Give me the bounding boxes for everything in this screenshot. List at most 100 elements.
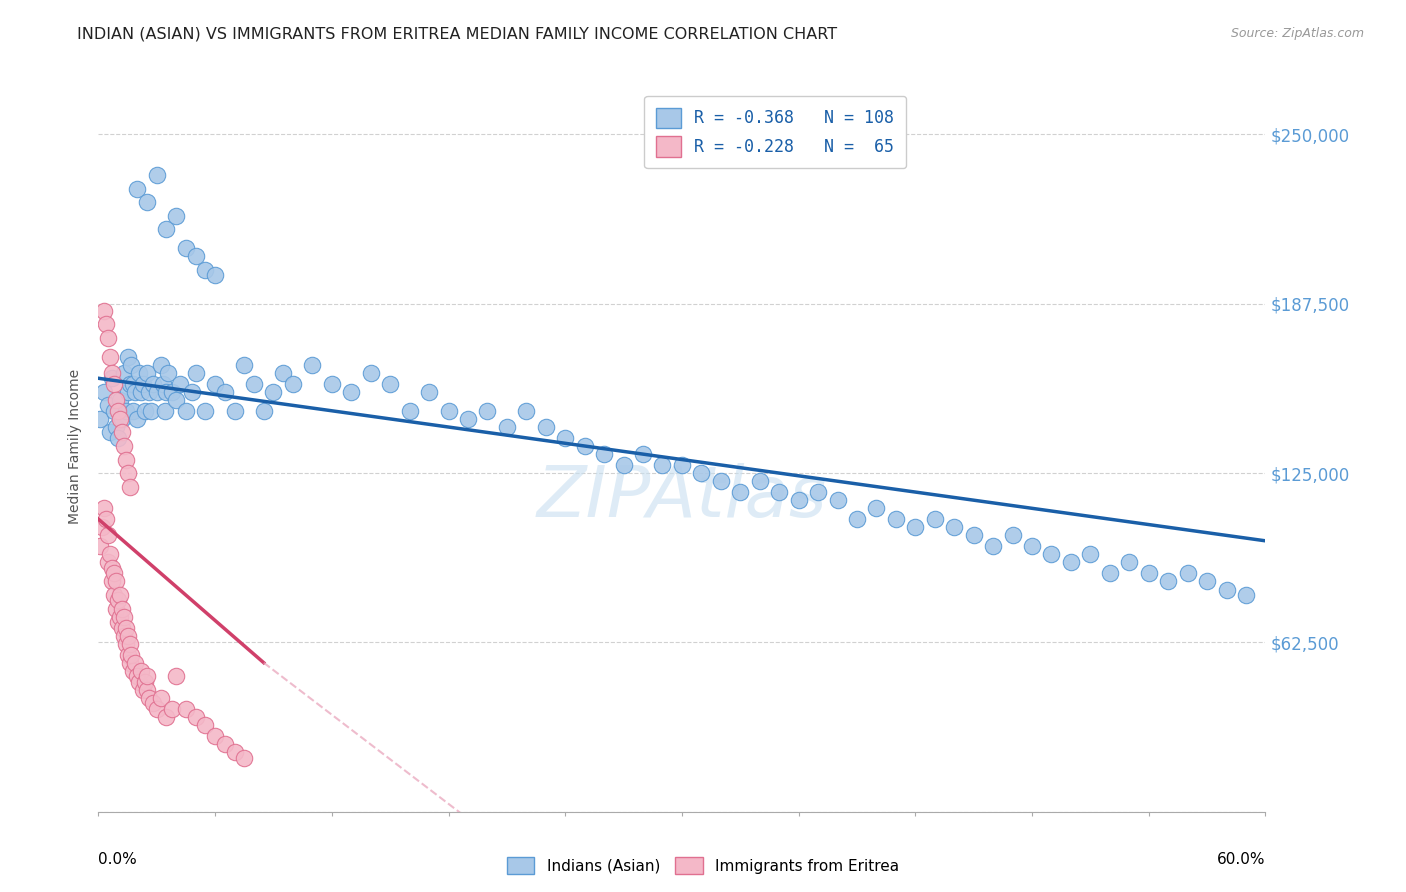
Point [103,376,125,391]
Point [114,404,136,418]
Point [108,588,131,602]
Point [184,249,207,263]
Point [104,420,127,434]
Point [93,501,115,516]
Point [127,181,149,195]
Point [380,376,402,391]
Text: INDIAN (ASIAN) VS IMMIGRANTS FROM ERITREA MEDIAN FAMILY INCOME CORRELATION CHART: INDIAN (ASIAN) VS IMMIGRANTS FROM ERITRE… [77,27,838,42]
Point [224,404,246,418]
Y-axis label: Median Family Income: Median Family Income [69,368,83,524]
Point [89,412,111,426]
Point [943,520,966,534]
Point [97,556,120,570]
Point [103,404,125,418]
Point [101,366,124,380]
Point [184,366,207,380]
Point [111,412,134,426]
Text: Source: ZipAtlas.com: Source: ZipAtlas.com [1230,27,1364,40]
Point [554,431,576,445]
Point [496,420,519,434]
Point [138,690,160,705]
Point [1080,547,1102,561]
Point [768,485,790,500]
Point [262,384,284,399]
Point [129,664,152,678]
Point [962,528,984,542]
Point [827,493,849,508]
Point [107,431,129,445]
Point [118,480,141,494]
Point [155,710,177,724]
Point [153,404,176,418]
Point [233,358,256,372]
Point [134,404,156,418]
Point [118,656,141,670]
Point [748,474,770,488]
Point [127,669,149,683]
Point [1040,547,1063,561]
Point [132,376,155,391]
Point [103,566,125,581]
Point [152,376,174,391]
Point [477,404,499,418]
Point [1195,574,1218,589]
Point [107,615,129,629]
Point [132,682,155,697]
Point [1137,566,1160,581]
Point [904,520,927,534]
Point [671,458,693,472]
Point [118,376,141,391]
Point [91,520,114,534]
Point [360,366,382,380]
Point [418,384,440,399]
Point [787,493,810,508]
Point [112,366,135,380]
Point [98,425,121,440]
Point [117,629,139,643]
Point [107,404,129,418]
Point [574,439,596,453]
Point [224,745,246,759]
Point [730,485,752,500]
Point [96,317,118,331]
Point [136,682,159,697]
Point [136,195,159,210]
Point [103,588,125,602]
Point [981,539,1004,553]
Text: 60.0%: 60.0% [1218,852,1265,867]
Point [111,601,134,615]
Point [631,447,654,461]
Point [107,593,129,607]
Point [93,384,115,399]
Point [114,637,136,651]
Point [437,404,460,418]
Point [149,690,172,705]
Point [117,384,139,399]
Point [1215,582,1237,597]
Point [807,485,830,500]
Point [690,466,713,480]
Point [136,669,159,683]
Point [117,466,139,480]
Point [112,629,135,643]
Point [515,404,537,418]
Text: ZIPAtlas: ZIPAtlas [537,463,827,532]
Point [122,376,145,391]
Point [165,209,187,223]
Point [118,637,141,651]
Point [233,750,256,764]
Point [124,656,146,670]
Point [104,392,127,407]
Point [214,384,236,399]
Point [136,366,159,380]
Point [651,458,673,472]
Point [114,452,136,467]
Point [301,358,323,372]
Point [174,241,197,255]
Point [204,729,226,743]
Point [98,547,121,561]
Point [128,366,150,380]
Point [194,404,217,418]
Point [155,222,177,236]
Point [180,384,202,399]
